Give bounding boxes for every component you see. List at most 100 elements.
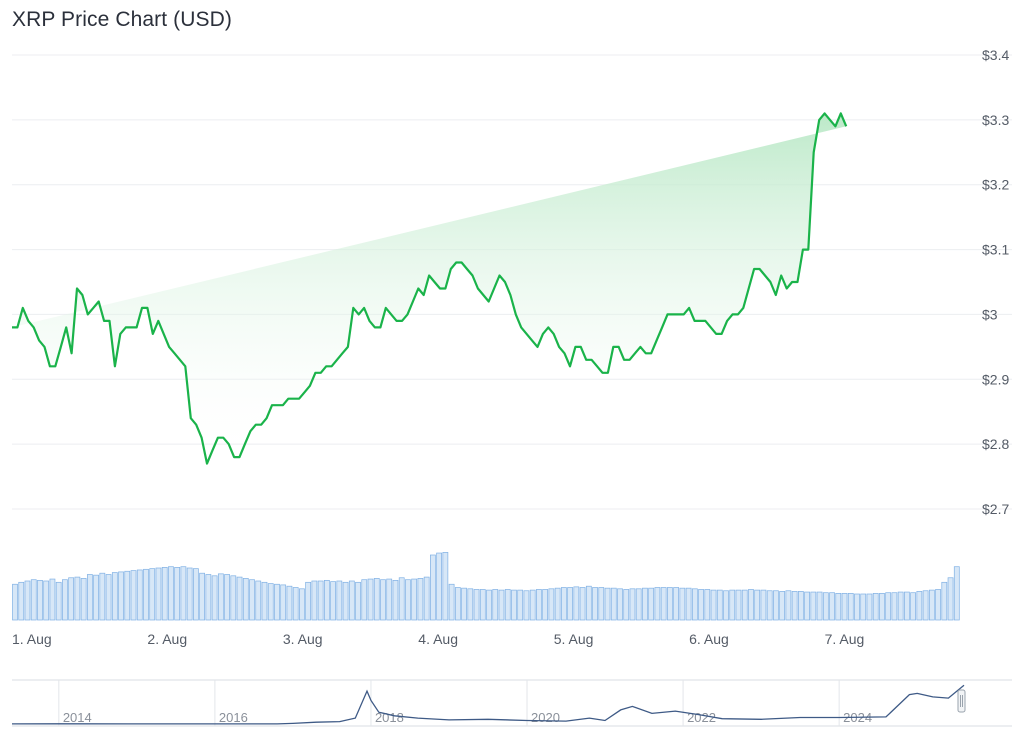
volume-bar — [124, 570, 131, 621]
price-line — [12, 112, 848, 465]
y-tick-label: $2.9 — [982, 371, 1009, 387]
volume-bar — [93, 574, 99, 621]
volume-bar — [361, 579, 368, 621]
volume-bar — [779, 591, 786, 621]
volume-bar — [860, 593, 867, 621]
volume-bar — [367, 578, 374, 621]
volume-bar — [579, 587, 586, 621]
volume-bar — [523, 590, 530, 621]
volume-bar — [242, 578, 249, 621]
volume-bar — [236, 576, 243, 621]
volume-bar — [62, 579, 68, 621]
volume-bar — [517, 589, 524, 621]
volume-bar — [910, 592, 916, 621]
x-tick-label: 2. Aug — [147, 631, 187, 647]
volume-bar — [872, 592, 879, 621]
volume-bar — [866, 593, 873, 621]
volume-bar — [99, 572, 106, 621]
volume-bar — [567, 587, 573, 621]
volume-bar — [698, 589, 704, 621]
volume-bar — [348, 580, 355, 621]
volume-bar — [30, 579, 37, 621]
volume-bar — [573, 586, 580, 621]
y-tick-label: $2.7 — [982, 501, 1009, 517]
volume-bar — [392, 579, 399, 621]
volume-bar — [299, 588, 305, 621]
volume-bar — [18, 581, 25, 621]
volume-bar — [417, 578, 424, 621]
volume-bar — [311, 580, 318, 621]
volume-bar — [336, 580, 343, 621]
volume-bar — [467, 588, 474, 621]
y-tick-label: $3.4 — [982, 47, 1009, 63]
volume-bar — [174, 566, 181, 621]
x-tick-label: 5. Aug — [554, 631, 594, 647]
volume-bar — [648, 587, 655, 621]
volume-bar — [55, 581, 62, 621]
volume-bar — [885, 592, 892, 621]
y-tick-label: $2.8 — [982, 436, 1009, 452]
volume-bar — [592, 587, 598, 621]
y-tick-label: $3.3 — [982, 112, 1009, 128]
volume-bar — [854, 593, 860, 621]
volume-bar — [897, 591, 904, 621]
volume-bar — [560, 587, 567, 621]
x-tick-label: 3. Aug — [283, 631, 323, 647]
volume-bar — [691, 588, 698, 621]
navigator[interactable]: 2014 2016 2018 2020 2022 2024 — [11, 679, 1012, 727]
price-line-series — [12, 112, 848, 465]
volume-bar — [286, 585, 293, 621]
navigator-handle[interactable] — [957, 689, 966, 713]
volume-bar — [111, 572, 118, 621]
volume-bar — [760, 589, 767, 621]
volume-bar — [504, 589, 511, 621]
volume-bar — [704, 589, 711, 621]
volume-bar — [12, 583, 18, 621]
volume-bar — [49, 578, 56, 621]
volume-bar — [791, 591, 798, 621]
volume-bar — [118, 571, 124, 621]
volume-bar — [685, 587, 692, 621]
volume-bar — [193, 568, 199, 621]
volume-bar — [542, 589, 549, 621]
volume-bar — [37, 579, 43, 621]
volume-bar — [442, 552, 449, 621]
volume-bar — [660, 587, 667, 621]
volume-bar — [629, 588, 636, 621]
volume-bar — [748, 589, 754, 621]
volume-bar — [211, 575, 218, 621]
volume-bar — [766, 590, 773, 621]
volume-bar — [754, 589, 761, 621]
volume-bar — [105, 574, 112, 621]
volume-bar — [199, 572, 206, 621]
volume-bar — [430, 554, 436, 621]
volume-bar — [43, 580, 50, 621]
volume-bar — [479, 589, 486, 621]
volume-bar — [891, 592, 898, 621]
x-axis-labels: 1. Aug 2. Aug 3. Aug 4. Aug 5. Aug 6. Aug 7. A… — [12, 631, 864, 647]
volume-bar — [598, 587, 605, 621]
volume-bar — [642, 587, 648, 621]
volume-bar — [554, 587, 561, 621]
volume-bar — [161, 566, 168, 621]
volume-bar — [623, 589, 630, 621]
volume-bar — [411, 578, 418, 621]
volume-bar — [716, 589, 723, 621]
volume-bar — [610, 587, 617, 621]
volume-bar — [168, 566, 174, 621]
volume-bar — [667, 587, 673, 621]
volume-bar — [585, 585, 592, 621]
volume-bar — [143, 568, 149, 621]
volume-bar — [486, 589, 492, 621]
navigator-tick-label: 2020 — [531, 710, 560, 725]
volume-bar — [810, 591, 817, 621]
volume-bar — [292, 587, 299, 621]
volume-bar — [274, 583, 280, 621]
volume-bar — [904, 591, 910, 621]
volume-bar — [230, 575, 237, 621]
navigator-tick-label: 2014 — [63, 710, 92, 725]
volume-bar — [317, 580, 324, 621]
volume-bar — [130, 570, 137, 621]
volume-bar — [916, 591, 923, 621]
